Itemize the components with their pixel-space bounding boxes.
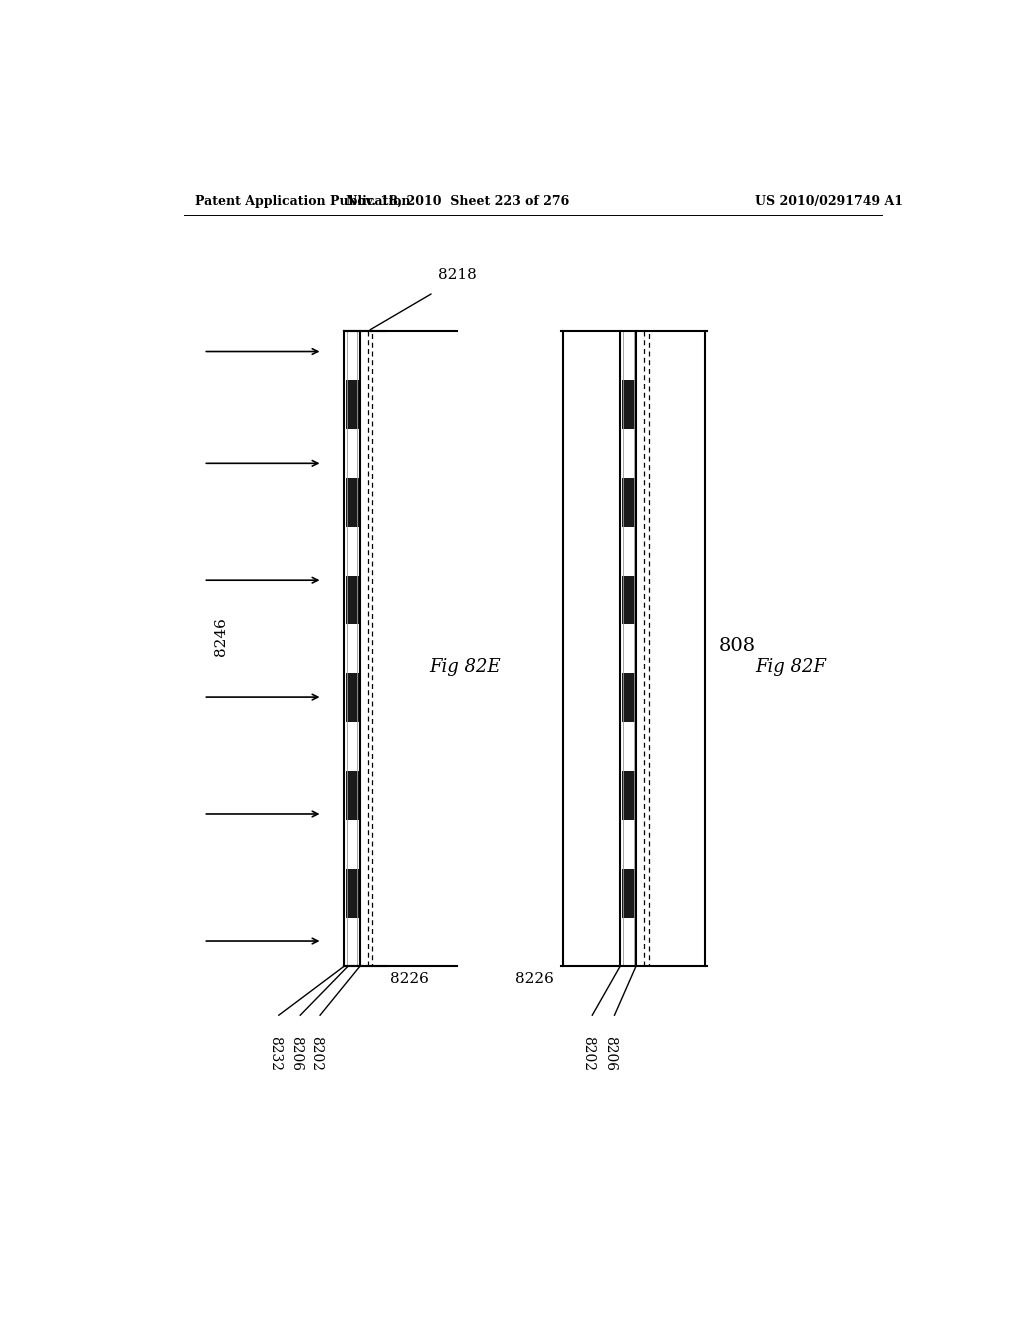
Bar [623,722,635,771]
Bar [346,527,359,576]
Bar [623,576,635,624]
Bar [623,673,635,722]
Bar [346,624,359,673]
Text: US 2010/0291749 A1: US 2010/0291749 A1 [755,194,903,207]
Bar [623,624,635,673]
Text: 8226: 8226 [515,972,554,986]
Bar [346,917,359,966]
Text: 8232: 8232 [268,1036,282,1071]
Bar [623,429,635,478]
Bar [623,478,635,527]
Bar [346,478,359,527]
Bar [346,673,359,722]
Text: Nov. 18, 2010  Sheet 223 of 276: Nov. 18, 2010 Sheet 223 of 276 [346,194,569,207]
Text: 8246: 8246 [214,616,227,656]
Bar [346,722,359,771]
Text: 8206: 8206 [603,1036,617,1071]
Text: 8202: 8202 [309,1036,324,1071]
Bar [623,331,635,380]
Text: 808: 808 [719,638,757,655]
Bar [623,380,635,429]
Text: 8218: 8218 [437,268,476,282]
Bar [346,771,359,820]
Bar [346,869,359,917]
Bar [623,917,635,966]
Text: Fig 82F: Fig 82F [755,657,826,676]
Bar [346,331,359,380]
Bar [346,576,359,624]
Bar [623,820,635,869]
Bar [623,771,635,820]
Bar [623,527,635,576]
Text: Fig 82E: Fig 82E [430,657,501,676]
Text: 8206: 8206 [289,1036,303,1071]
Text: 8226: 8226 [390,972,429,986]
Text: 8202: 8202 [582,1036,595,1071]
Bar [346,820,359,869]
Bar [623,869,635,917]
Text: Patent Application Publication: Patent Application Publication [196,194,411,207]
Bar [346,380,359,429]
Bar [346,429,359,478]
